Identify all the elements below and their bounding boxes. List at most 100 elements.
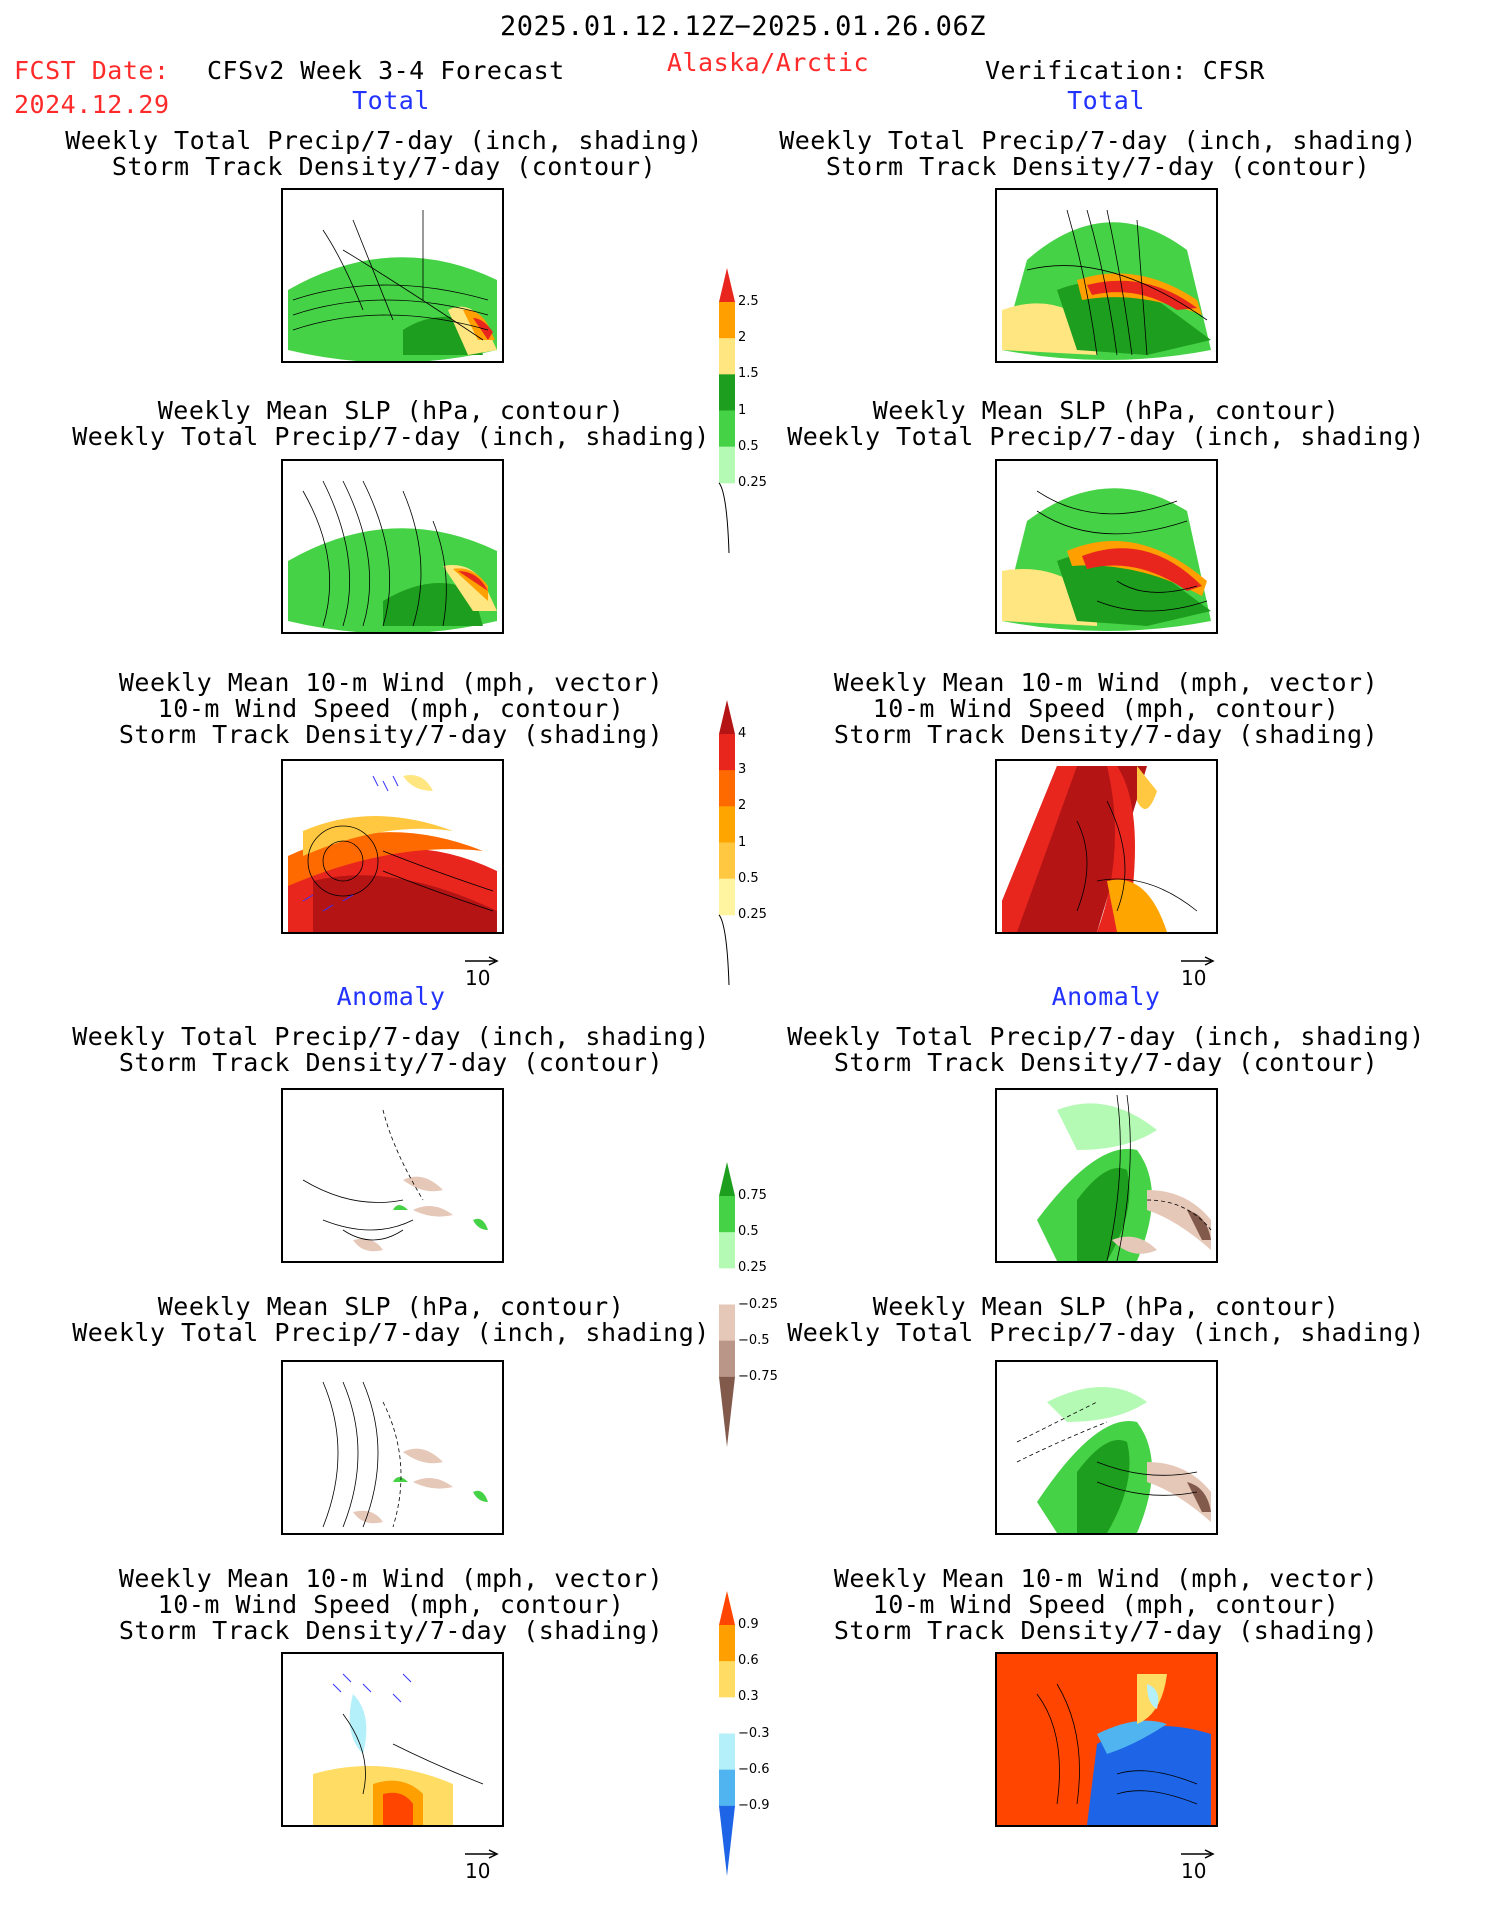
model-title: CFSv2 Week 3-4 Forecast [207, 56, 565, 85]
title-wind-track-total-left: Weekly Mean 10-m Wind (mph, vector) 10-m … [118, 668, 664, 749]
colorbar-svg [718, 700, 735, 985]
colorbar-tail [718, 482, 730, 553]
colorbar-segment [719, 1733, 735, 1771]
title-precip-track-total-right: Weekly Total Precip/7-day (inch, shading… [779, 126, 1417, 181]
colorbar-tail [718, 914, 730, 985]
ref-vector-label: 10 [1181, 966, 1207, 990]
ref-vector-label: 10 [1181, 1859, 1207, 1883]
colorbar-level-label: 0.5 [738, 438, 759, 454]
map-wind-track-anom-left [281, 1652, 504, 1827]
ref-vector-label: 10 [465, 1859, 491, 1883]
colorbar-level-label: 0.6 [738, 1653, 759, 1669]
colorbar-bottom-triangle [719, 1376, 735, 1447]
colorbar-segment [719, 446, 735, 484]
title-slp-precip-anom-right: Weekly Mean SLP (hPa, contour) Weekly Tot… [787, 1292, 1425, 1347]
colorbar-level-label: 4 [738, 726, 747, 741]
colorbar-level-label: 0.25 [738, 906, 767, 922]
map-wind-track-total-right [995, 759, 1218, 934]
section-total-right: Total [1067, 86, 1145, 115]
colorbar-level-label: 0.9 [738, 1617, 759, 1632]
colorbar-segment [719, 1268, 735, 1305]
map-precip-track-total-right [995, 188, 1218, 363]
colorbar-top-triangle [719, 1591, 735, 1625]
colorbar-segment [719, 302, 735, 339]
colorbar-segment [719, 1625, 735, 1662]
colorbar-level-label: 3 [738, 762, 747, 778]
colorbar-track-anom: 0.9 0.6 0.3 −0.3 −0.6 −0.9 [718, 1591, 798, 1876]
colorbar-level-label: −0.75 [738, 1368, 778, 1384]
right-arrow-icon [465, 956, 499, 966]
title-precip-track-anom-right: Weekly Total Precip/7-day (inch, shading… [787, 1022, 1425, 1077]
colorbar-segment [719, 1196, 735, 1233]
colorbar-segment [719, 338, 735, 375]
colorbar-segment [719, 734, 735, 771]
colorbar-bottom-triangle [719, 1805, 735, 1876]
section-anomaly-right: Anomaly [1051, 982, 1161, 1011]
right-arrow-icon [1181, 1849, 1215, 1859]
colorbar-segment [719, 1769, 735, 1807]
map-slp-precip-anom-right [995, 1360, 1218, 1535]
ref-vector-total-left: 10 [465, 956, 509, 990]
title-wind-track-total-right: Weekly Mean 10-m Wind (mph, vector) 10-m … [833, 668, 1379, 749]
title-wind-track-anom-left: Weekly Mean 10-m Wind (mph, vector) 10-m … [118, 1564, 664, 1645]
colorbar-level-label: 0.3 [738, 1689, 759, 1705]
colorbar-top-triangle [719, 1162, 735, 1196]
ref-vector-label: 10 [465, 966, 491, 990]
ref-vector-anom-left: 10 [465, 1849, 509, 1883]
colorbar-level-label: 0.25 [738, 474, 767, 490]
colorbar-level-label: 1 [738, 402, 747, 418]
colorbar-level-label: −0.3 [738, 1725, 770, 1741]
colorbar-segment [719, 410, 735, 448]
colorbar-level-label: 0.5 [738, 870, 759, 886]
colorbar-svg [719, 1162, 735, 1447]
title-slp-precip-total-right: Weekly Mean SLP (hPa, contour) Weekly Tot… [787, 396, 1425, 451]
colorbar-segment [719, 1661, 735, 1698]
period-title: 2025.01.12.12Z−2025.01.26.06Z [500, 11, 986, 42]
colorbar-level-label: −0.5 [738, 1332, 770, 1348]
map-precip-track-total-left [281, 188, 504, 363]
colorbar-segment [719, 1697, 735, 1734]
region-title: Alaska/Arctic [666, 48, 870, 77]
map-slp-precip-total-right [995, 459, 1218, 634]
map-wind-track-total-left [281, 759, 504, 934]
right-arrow-icon [1181, 956, 1215, 966]
colorbar-top-triangle [719, 700, 735, 734]
title-precip-track-total-left: Weekly Total Precip/7-day (inch, shading… [65, 126, 703, 181]
section-anomaly-left: Anomaly [336, 982, 446, 1011]
section-total-left: Total [352, 86, 430, 115]
colorbar-level-label: 2.5 [738, 294, 759, 309]
colorbar-segment [719, 806, 735, 843]
ref-vector-anom-right: 10 [1181, 1849, 1225, 1883]
colorbar-segment [719, 1340, 735, 1378]
colorbar-top-triangle [719, 268, 735, 302]
colorbar-level-label: 0.5 [738, 1224, 759, 1240]
colorbar-segment [719, 374, 735, 411]
title-slp-precip-total-left: Weekly Mean SLP (hPa, contour) Weekly Tot… [72, 396, 710, 451]
colorbar-level-label: 2 [738, 798, 747, 814]
right-arrow-icon [465, 1849, 499, 1859]
map-slp-precip-total-left [281, 459, 504, 634]
map-precip-track-anom-right [995, 1088, 1218, 1263]
colorbar-segment [719, 770, 735, 807]
map-slp-precip-anom-left [281, 1360, 504, 1535]
colorbar-track-total: 4 3 2 1 0.5 0.25 [718, 700, 798, 985]
map-wind-track-anom-right [995, 1652, 1218, 1827]
colorbar-svg [719, 1591, 735, 1876]
colorbar-segment [719, 1304, 735, 1342]
colorbar-level-label: 0.25 [738, 1260, 767, 1276]
colorbar-level-label: 0.75 [738, 1188, 767, 1203]
title-slp-precip-anom-left: Weekly Mean SLP (hPa, contour) Weekly Tot… [72, 1292, 710, 1347]
colorbar-svg [718, 268, 735, 553]
colorbar-level-label: 2 [738, 330, 747, 346]
colorbar-level-label: −0.25 [738, 1296, 778, 1312]
colorbar-segment [719, 878, 735, 916]
verification-title: Verification: CFSR [985, 56, 1265, 85]
colorbar-level-label: −0.9 [738, 1797, 770, 1813]
fcst-date-label: FCST Date: [14, 56, 170, 85]
colorbar-level-label: −0.6 [738, 1761, 770, 1777]
map-precip-track-anom-left [281, 1088, 504, 1263]
colorbar-segment [719, 1232, 735, 1269]
colorbar-level-label: 1.5 [738, 366, 759, 382]
colorbar-precip-total: 2.5 2 1.5 1 0.5 0.25 [718, 268, 798, 553]
ref-vector-total-right: 10 [1181, 956, 1225, 990]
